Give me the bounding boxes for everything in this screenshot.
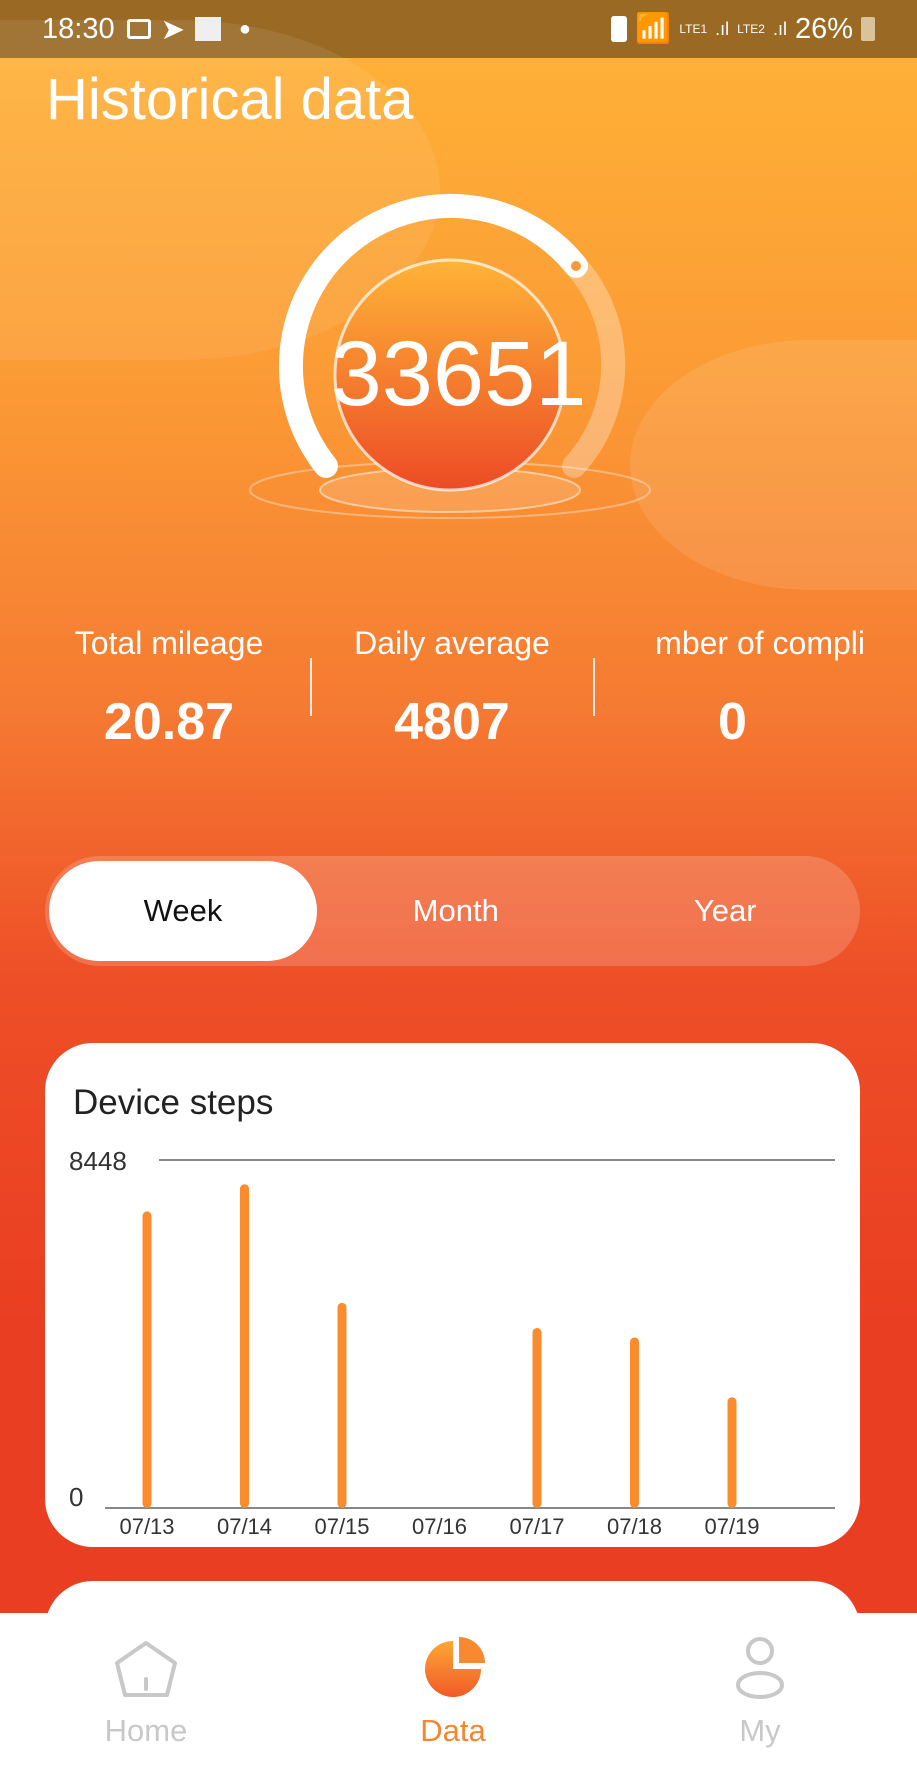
x-tick-label: 07/14 bbox=[217, 1514, 272, 1539]
tab-year[interactable]: Year bbox=[693, 893, 757, 928]
stat-total-mileage: Total mileage 20.87 bbox=[24, 625, 314, 752]
telegram-icon: ➤ bbox=[160, 13, 185, 46]
wifi-icon: 📶 bbox=[635, 13, 672, 45]
stat-compliance: mber of compli 0 bbox=[600, 625, 865, 752]
bottom-nav: Home Data My bbox=[0, 1613, 917, 1773]
period-tabs: Week Month Year bbox=[45, 856, 860, 966]
divider bbox=[593, 658, 595, 716]
stat-label: Total mileage bbox=[74, 625, 264, 661]
bar-07-17 bbox=[532, 1327, 542, 1508]
stat-value: 4807 bbox=[394, 693, 510, 751]
steps-bar-chart: 8448 0 07/13 07/14 07/15 07/16 07/17 07/18 07/… bbox=[69, 1146, 835, 1539]
tab-week[interactable]: Week bbox=[49, 861, 317, 961]
stat-label: mber of compli bbox=[655, 625, 865, 661]
background-decoration bbox=[630, 340, 917, 590]
person-icon bbox=[736, 1637, 784, 1699]
card-title: Device steps bbox=[73, 1083, 274, 1122]
x-tick-label: 07/16 bbox=[412, 1514, 467, 1539]
pie-chart-icon bbox=[425, 1637, 485, 1697]
signal-icon: .ıl bbox=[772, 18, 787, 39]
network-1-label: LTE1 bbox=[679, 22, 708, 36]
bar-07-19 bbox=[727, 1397, 737, 1508]
stat-value: 0 bbox=[718, 693, 747, 751]
app-notification-icon bbox=[194, 17, 221, 41]
bar-07-14 bbox=[240, 1184, 249, 1508]
gallery-icon bbox=[126, 19, 151, 39]
y-tick-max: 8448 bbox=[69, 1146, 127, 1176]
home-icon bbox=[115, 1641, 177, 1697]
signal-icon: .ıl bbox=[715, 18, 730, 39]
x-tick-label: 07/15 bbox=[314, 1514, 369, 1539]
nav-label: My bbox=[739, 1713, 781, 1748]
network-2-label: LTE2 bbox=[737, 22, 765, 36]
status-time: 18:30 bbox=[42, 12, 115, 45]
total-steps-value: 33651 bbox=[330, 323, 587, 425]
divider bbox=[310, 658, 312, 716]
y-tick-zero: 0 bbox=[69, 1482, 83, 1512]
device-steps-card: Device steps 8448 0 07/13 07/14 07/15 07/16… bbox=[45, 1043, 860, 1547]
dot-icon: ● bbox=[238, 17, 251, 40]
x-tick-label: 07/13 bbox=[119, 1514, 174, 1539]
battery-percent: 26% bbox=[794, 12, 853, 45]
nav-label: Data bbox=[420, 1713, 486, 1748]
steps-ring-graphic bbox=[249, 193, 651, 519]
stat-label: Daily average bbox=[354, 625, 550, 661]
tab-month[interactable]: Month bbox=[412, 893, 499, 928]
battery-saver-icon bbox=[611, 16, 628, 42]
x-tick-label: 07/19 bbox=[704, 1514, 759, 1539]
stat-value: 20.87 bbox=[103, 693, 235, 751]
x-tick-label: 07/17 bbox=[509, 1514, 564, 1539]
nav-label: Home bbox=[104, 1713, 188, 1748]
bar-07-18 bbox=[630, 1337, 639, 1508]
status-bar: 18:30 ➤ ● 📶 LTE1 .ıl LTE2 .ıl 26% bbox=[0, 0, 917, 58]
page-title: Historical data bbox=[46, 67, 414, 132]
stat-daily-average: Daily average 4807 bbox=[307, 625, 597, 752]
bar-07-13 bbox=[142, 1211, 152, 1508]
x-tick-label: 07/18 bbox=[607, 1514, 662, 1539]
battery-icon bbox=[861, 17, 875, 41]
bar-07-15 bbox=[337, 1302, 347, 1508]
